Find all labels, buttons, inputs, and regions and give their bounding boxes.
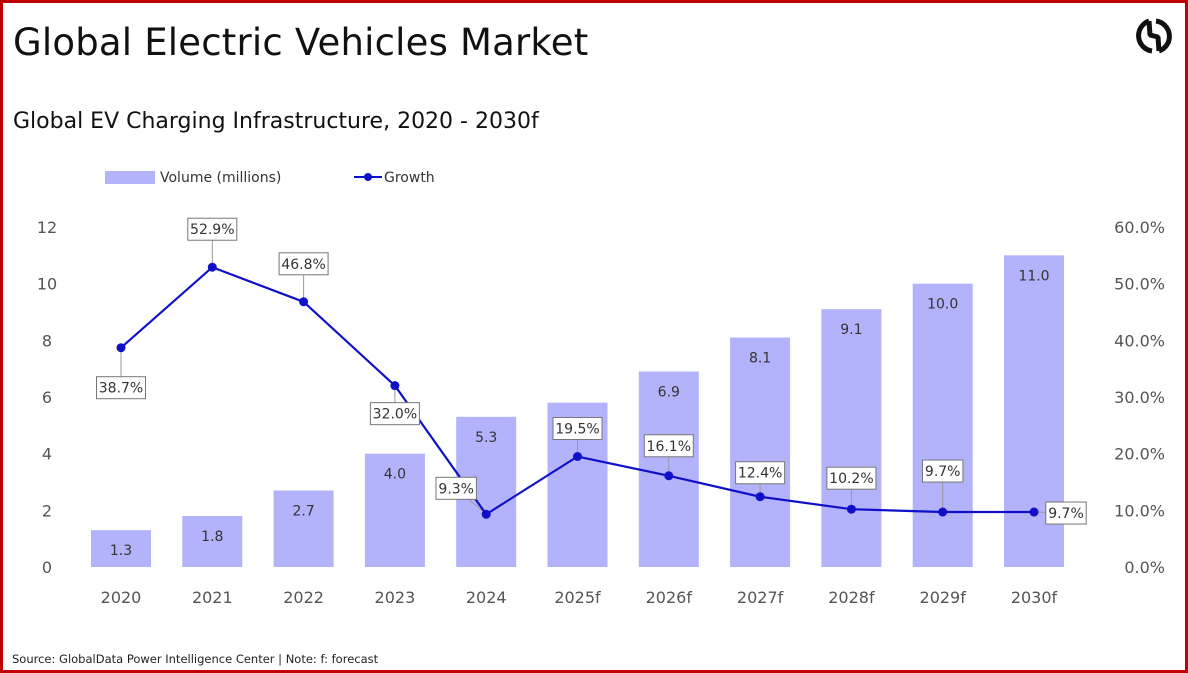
legend-label-growth: Growth <box>384 170 435 186</box>
legend-bar-swatch <box>105 171 155 184</box>
growth-point <box>299 297 309 307</box>
growth-point <box>664 471 674 481</box>
bar-data-label: 1.8 <box>201 529 223 545</box>
bar-volume <box>730 337 791 567</box>
bar-volume <box>912 283 973 567</box>
chart: 0 2 4 6 8 10 12 0.0% 10.0% 20.0% 30.0% 40.0% 50.0% 60… <box>37 170 1165 607</box>
growth-label-box <box>1045 501 1087 525</box>
bar-data-label: 10.0 <box>927 297 958 313</box>
growth-data-label: 38.7% <box>99 381 143 397</box>
x-tick-label: 2029f <box>920 588 967 607</box>
y-right-tick-label: 20.0% <box>1114 445 1165 464</box>
y-right-tick-label: 50.0% <box>1114 275 1165 294</box>
page-title: Global Electric Vehicles Market <box>13 21 589 64</box>
y-right-tick-label: 60.0% <box>1114 218 1165 237</box>
y-left-tick-label: 8 <box>42 331 52 350</box>
chart-subtitle: Global EV Charging Infrastructure, 2020 … <box>13 109 539 134</box>
growth-point <box>755 492 765 502</box>
growth-data-label: 52.9% <box>190 222 234 238</box>
growth-point <box>207 262 217 272</box>
y-left-tick-label: 12 <box>37 218 57 237</box>
growth-data-label: 19.5% <box>555 422 599 438</box>
x-tick-label: 2023 <box>375 588 416 607</box>
bar-data-label: 4.0 <box>384 467 406 483</box>
growth-data-label: 9.3% <box>438 481 474 497</box>
bar-volume <box>91 530 151 567</box>
x-tick-label: 2027f <box>737 588 784 607</box>
growth-data-label: 16.1% <box>647 439 691 455</box>
y-left-tick-label: 2 <box>42 501 52 520</box>
growth-label-box <box>643 434 694 458</box>
x-tick-label: 2028f <box>828 588 875 607</box>
growth-point <box>116 343 126 353</box>
x-tick-label: 2030f <box>1011 588 1058 607</box>
growth-data-label: 12.4% <box>738 466 782 482</box>
y-right-tick-label: 10.0% <box>1114 501 1165 520</box>
bar-volume <box>821 309 882 567</box>
y-right-tick-label: 40.0% <box>1114 331 1165 350</box>
bar-data-label: 5.3 <box>475 430 497 446</box>
source-note: Source: GlobalData Power Intelligence Ce… <box>12 652 379 666</box>
legend-label-volume: Volume (millions) <box>160 170 281 186</box>
bar-data-label: 11.0 <box>1018 268 1049 284</box>
growth-point <box>1029 507 1039 517</box>
x-tick-label: 2025f <box>554 588 601 607</box>
bar-data-label: 2.7 <box>292 504 314 520</box>
legend-line-marker <box>364 173 372 181</box>
growth-data-label: 10.2% <box>829 471 873 487</box>
x-tick-label: 2020 <box>101 588 142 607</box>
growth-label-box <box>435 476 477 500</box>
y-left-tick-label: 4 <box>42 445 52 464</box>
y-left-tick-label: 10 <box>37 275 57 294</box>
growth-label-box <box>278 252 329 276</box>
bar-data-label: 6.9 <box>658 385 680 401</box>
globaldata-logo-icon <box>1136 18 1172 54</box>
x-tick-label: 2024 <box>466 588 507 607</box>
growth-point <box>390 381 400 391</box>
y-left-tick-label: 6 <box>42 388 52 407</box>
growth-label-box <box>187 217 238 241</box>
bar-volume <box>273 490 334 567</box>
bar-data-label: 8.1 <box>749 351 771 367</box>
bar-data-label: 9.1 <box>840 322 862 338</box>
growth-point <box>573 452 582 461</box>
growth-point <box>938 507 948 517</box>
x-tick-label: 2026f <box>646 588 693 607</box>
y-right-tick-label: 0.0% <box>1124 558 1165 577</box>
bar-volume <box>364 453 425 567</box>
growth-label-box <box>735 461 786 485</box>
growth-label-box <box>552 417 603 440</box>
growth-label-box <box>96 376 146 400</box>
growth-label-box <box>826 466 877 490</box>
growth-data-label: 9.7% <box>925 464 961 480</box>
x-tick-label: 2021 <box>192 588 233 607</box>
growth-label-box <box>369 402 420 426</box>
growth-data-label: 46.8% <box>281 257 325 273</box>
bar-volume <box>182 516 243 567</box>
y-left-tick-label: 0 <box>42 558 52 577</box>
y-right-tick-label: 30.0% <box>1114 388 1165 407</box>
growth-point <box>846 504 856 514</box>
growth-data-label: 9.7% <box>1048 506 1084 522</box>
growth-label-box <box>922 459 964 483</box>
x-tick-label: 2022 <box>283 588 324 607</box>
growth-data-label: 32.0% <box>373 407 417 423</box>
bar-data-label: 1.3 <box>110 543 132 559</box>
growth-point <box>481 509 491 519</box>
